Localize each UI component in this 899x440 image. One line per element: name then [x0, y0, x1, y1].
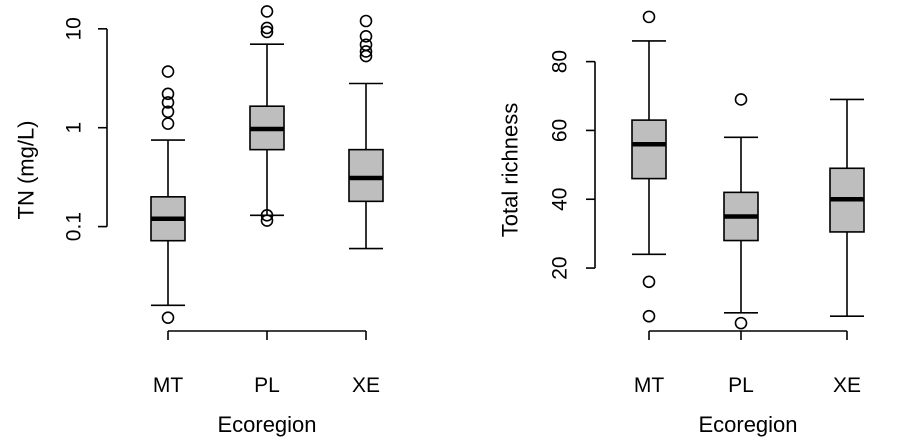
outlier-point	[642, 275, 656, 289]
outlier-point	[734, 316, 748, 330]
outlier-point	[734, 93, 748, 106]
y-tick-label: 80	[549, 50, 572, 73]
outlier-point	[161, 117, 175, 130]
outlier-point	[359, 30, 373, 43]
tn-boxplot-panel: 0.1 1 10 TN (mg/L) MT PL XE Ecoregion	[14, 5, 384, 437]
y-tick-label: 10	[63, 17, 86, 40]
outlier-point	[260, 21, 274, 35]
outlier-point	[260, 209, 274, 222]
outlier-point	[359, 45, 373, 58]
x-axis-title: Ecoregion	[217, 412, 316, 437]
outlier-point	[161, 65, 175, 78]
outlier-point	[260, 214, 274, 227]
box-xe	[829, 98, 865, 318]
box-pl	[723, 93, 759, 330]
interquartile-box	[348, 148, 384, 203]
outlier-point	[161, 311, 175, 324]
y-tick-label: 1	[63, 122, 86, 134]
outlier-point	[260, 25, 274, 39]
box-mt	[631, 10, 667, 323]
outlier-point	[161, 105, 175, 119]
outlier-point	[359, 14, 373, 28]
x-category-label: PL	[728, 374, 754, 397]
outlier-point	[642, 10, 656, 24]
interquartile-box	[631, 119, 667, 180]
y-tick-label: 60	[549, 119, 572, 142]
x-axis-title: Ecoregion	[698, 412, 797, 437]
outlier-point	[642, 309, 656, 323]
outlier-point	[161, 87, 175, 101]
box-mt	[150, 65, 186, 324]
richness-boxplot-panel: 20 40 60 80 Total richness MT PL XE Ecoregion	[498, 10, 865, 437]
box-xe	[348, 14, 384, 250]
box-pl	[249, 5, 285, 227]
y-tick-label: 20	[549, 256, 572, 279]
outlier-point	[359, 49, 373, 63]
x-category-label: MT	[634, 374, 664, 397]
outlier-point	[260, 5, 274, 18]
y-tick-label: 0.1	[63, 212, 86, 241]
outlier-point	[161, 96, 175, 109]
y-tick-label: 40	[549, 188, 572, 211]
x-category-label: XE	[833, 374, 861, 397]
x-category-label: MT	[153, 374, 183, 397]
x-category-label: PL	[254, 374, 280, 397]
x-category-label: XE	[352, 374, 380, 397]
y-axis-title: TN (mg/L)	[14, 121, 39, 220]
y-axis-title: Total richness	[498, 103, 523, 238]
